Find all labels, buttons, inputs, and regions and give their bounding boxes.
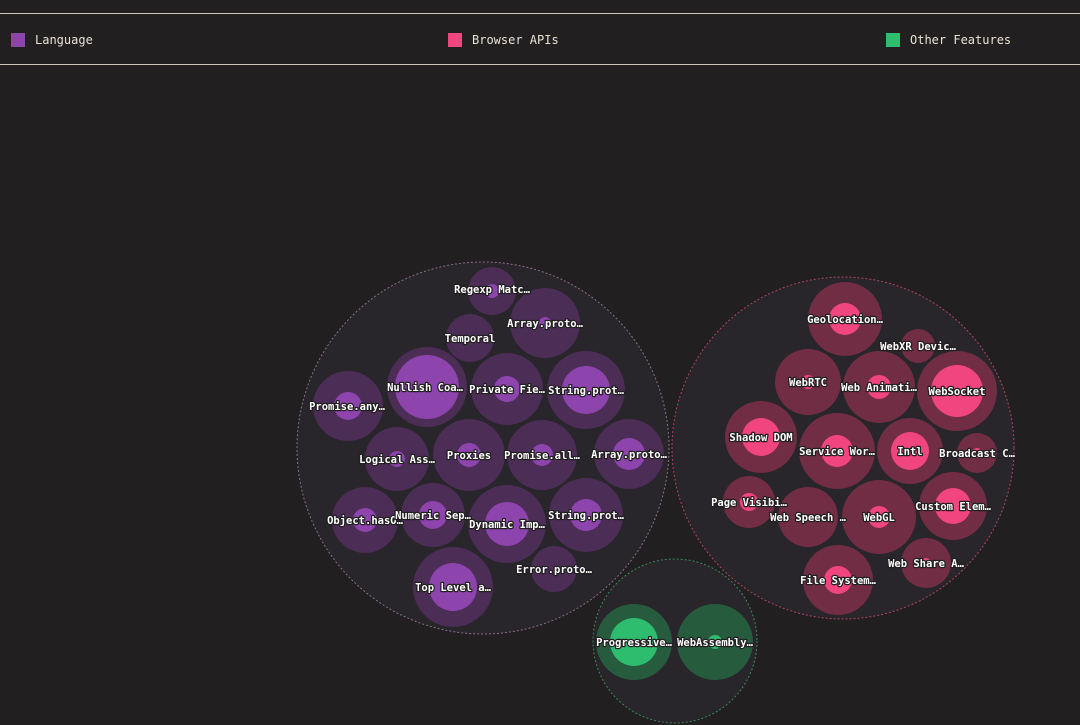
feature-core — [570, 499, 602, 531]
group-bubble-other-features[interactable] — [592, 558, 758, 724]
feature-label: Promise.any… — [309, 401, 386, 413]
feature-label: Page Visibi… — [711, 497, 788, 509]
feature-core — [824, 566, 852, 594]
feature-bubble[interactable] — [901, 329, 935, 363]
feature-label: WebRTC — [789, 377, 827, 389]
feature-core — [334, 392, 362, 420]
feature-label: Web Share A… — [888, 558, 965, 570]
feature-label: WebSocket — [929, 386, 986, 398]
feature-core — [742, 418, 780, 456]
feature-core — [740, 493, 758, 511]
feature-core — [389, 451, 405, 467]
feature-bubble[interactable] — [446, 314, 494, 362]
legend-item-other-features[interactable]: Other Features — [886, 32, 1011, 47]
feature-core — [972, 448, 982, 458]
feature-core — [353, 508, 377, 532]
feature-label: Web Speech … — [770, 512, 847, 524]
feature-label: WebAssembly… — [677, 637, 754, 649]
feature-core — [531, 444, 553, 466]
feature-core — [419, 501, 447, 529]
feature-label: String.prot… — [548, 510, 625, 522]
group-language: Regexp Matc… Array.proto… Temporal Nullish … — [296, 261, 670, 635]
group-browser-apis: Geolocation… WebXR Devic… WebRTC Web Animat… — [671, 276, 1017, 620]
feature-label: Proxies — [447, 450, 491, 462]
feature-label: Progressive… — [596, 637, 673, 649]
feature-label: Array.proto… — [507, 318, 584, 330]
feature-core — [867, 375, 891, 399]
feature-label: Intl — [897, 446, 922, 458]
legend-swatch-other-features — [886, 32, 900, 47]
feature-label: Temporal — [445, 333, 496, 345]
feature-label: Shadow DOM — [729, 432, 792, 444]
feature-bubble[interactable] — [778, 487, 838, 547]
feature-core — [931, 365, 983, 417]
feature-core — [801, 375, 815, 389]
legend-label-language: Language — [35, 32, 93, 47]
feature-label: Array.proto… — [591, 449, 668, 461]
feature-core — [921, 558, 931, 568]
feature-core — [485, 502, 529, 546]
feature-core — [829, 303, 861, 335]
legend-swatch-browser-apis — [448, 32, 462, 47]
feature-core — [935, 488, 971, 524]
feature-label: Top Level a… — [415, 582, 492, 594]
feature-label: Web Animati… — [841, 382, 918, 394]
feature-label: String.prot… — [548, 385, 625, 397]
feature-label: Promise.all… — [504, 450, 581, 462]
feature-label: Geolocation… — [807, 314, 884, 326]
feature-label: Custom Elem… — [915, 501, 992, 513]
legend-swatch-language — [11, 32, 25, 47]
feature-label: File System… — [800, 575, 877, 587]
feature-core — [610, 618, 658, 666]
feature-core — [539, 317, 551, 329]
legend-item-browser-apis[interactable]: Browser APIs — [448, 32, 559, 47]
feature-core — [485, 284, 499, 298]
legend-label-other-features: Other Features — [910, 32, 1012, 47]
feature-core — [429, 563, 477, 611]
legend-label-browser-apis: Browser APIs — [472, 32, 559, 47]
feature-core — [395, 355, 459, 419]
feature-label: Numeric Sep… — [395, 510, 472, 522]
feature-core — [613, 438, 645, 470]
feature-label: Dynamic Imp… — [469, 519, 546, 531]
legend-item-language[interactable]: Language — [11, 32, 93, 47]
feature-core — [457, 443, 481, 467]
feature-label: Logical Ass… — [359, 454, 436, 466]
feature-label: Private Fie… — [469, 384, 546, 396]
feature-label: Broadcast C… — [939, 448, 1016, 460]
legend: Language Browser APIs Other Features — [0, 14, 1080, 65]
feature-label: WebXR Devic… — [880, 341, 957, 353]
feature-label: WebGL — [863, 512, 895, 524]
feature-label: Object.hasO… — [327, 515, 404, 527]
feature-label: Error.proto… — [516, 564, 593, 576]
feature-label: Service Wor… — [799, 446, 876, 458]
feature-label: Nullish Coa… — [387, 382, 464, 394]
feature-core — [562, 366, 610, 414]
feature-core — [708, 635, 722, 649]
feature-core — [821, 435, 853, 467]
feature-core — [891, 432, 929, 470]
group-other-features: Progressive… WebAssembly… — [592, 558, 758, 724]
top-divider — [0, 13, 1080, 14]
feature-bubble[interactable] — [531, 546, 577, 592]
feature-label: Regexp Matc… — [454, 284, 531, 296]
feature-core — [868, 506, 890, 528]
feature-core — [494, 376, 520, 402]
